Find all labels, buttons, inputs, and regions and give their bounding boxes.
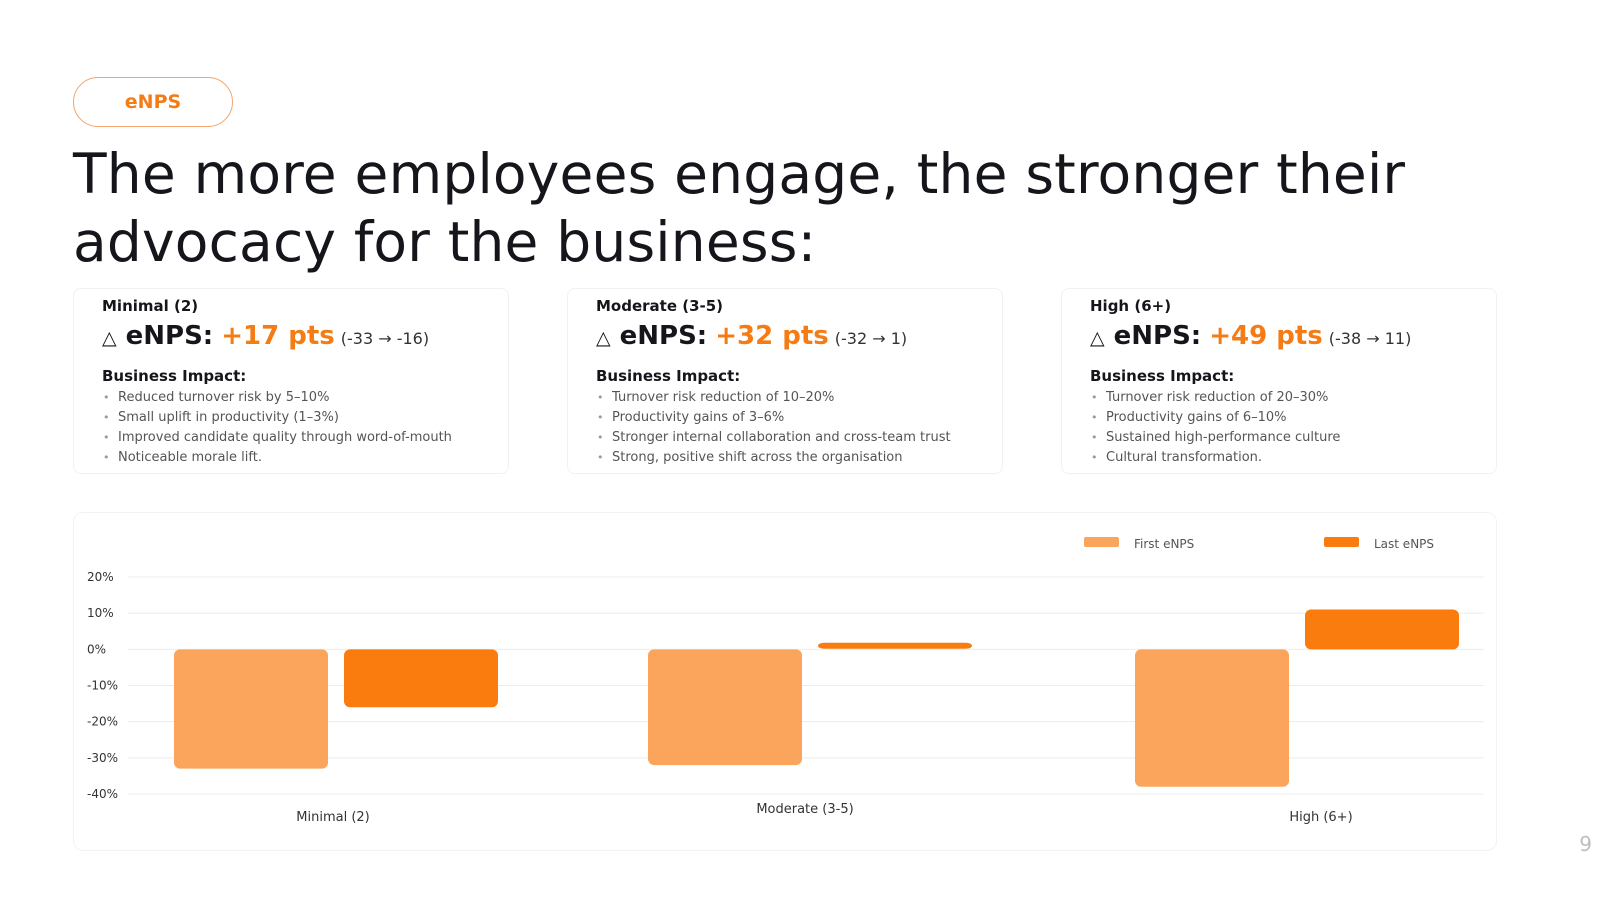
impact-list: Reduced turnover risk by 5–10% Small upl… — [102, 388, 508, 468]
enps-bar-chart: 20% 10% 0% -10% -20% -30% -40% Minimal (2) Moder… — [87, 537, 1484, 825]
legend-label: Last eNPS — [1374, 537, 1434, 551]
y-tick-label: 0% — [87, 642, 106, 656]
enps-range: (-32 → 1) — [834, 329, 908, 348]
enps-points: +49 pts — [1209, 321, 1323, 351]
card-moderate: Moderate (3-5) △ eNPS: +32 pts (-32 → 1)… — [567, 288, 1003, 474]
bar-first-enps — [648, 649, 802, 766]
section-tag: eNPS — [73, 77, 233, 127]
enps-chart-panel: 20% 10% 0% -10% -20% -30% -40% Minimal (2) Moder… — [73, 512, 1497, 851]
delta-icon: △ — [596, 327, 611, 349]
delta-icon: △ — [1090, 327, 1105, 349]
bar-last-enps — [1305, 609, 1459, 650]
bar-first-enps — [174, 649, 328, 769]
list-item: Reduced turnover risk by 5–10% — [102, 388, 508, 408]
enps-points: +17 pts — [221, 321, 335, 351]
list-item: Improved candidate quality through word-… — [102, 428, 508, 448]
y-tick-label: -20% — [87, 715, 118, 729]
list-item: Cultural transformation. — [1090, 448, 1496, 468]
list-item: Turnover risk reduction of 20–30% — [1090, 388, 1496, 408]
y-tick-label: 10% — [87, 606, 114, 620]
list-item: Strong, positive shift across the organi… — [596, 448, 1002, 468]
y-tick-label: -30% — [87, 751, 118, 765]
impact-list: Turnover risk reduction of 10–20% Produc… — [596, 388, 1002, 468]
list-item: Turnover risk reduction of 10–20% — [596, 388, 1002, 408]
x-category-label: High (6+) — [1289, 810, 1352, 825]
legend-swatch — [1324, 537, 1359, 547]
y-tick-label: 20% — [87, 570, 114, 584]
x-category-label: Minimal (2) — [296, 810, 369, 825]
y-tick-label: -10% — [87, 679, 118, 693]
impact-list: Turnover risk reduction of 20–30% Produc… — [1090, 388, 1496, 468]
page-number: 9 — [1579, 832, 1592, 856]
enps-line: △ eNPS: +32 pts (-32 → 1) — [596, 321, 1002, 351]
list-item: Noticeable morale lift. — [102, 448, 508, 468]
list-item: Sustained high-performance culture — [1090, 428, 1496, 448]
x-category-label: Moderate (3-5) — [756, 802, 853, 817]
enps-range: (-33 → -16) — [340, 329, 430, 348]
enps-label: eNPS: — [619, 321, 708, 351]
impact-title: Business Impact: — [596, 367, 741, 385]
bar-last-enps — [344, 649, 498, 708]
delta-icon: △ — [102, 327, 117, 349]
legend-label: First eNPS — [1134, 537, 1194, 551]
list-item: Small uplift in productivity (1–3%) — [102, 408, 508, 428]
card-title: High (6+) — [1090, 297, 1172, 315]
card-minimal: Minimal (2) △ eNPS: +17 pts (-33 → -16) … — [73, 288, 509, 474]
card-title: Moderate (3-5) — [596, 297, 724, 315]
legend-swatch — [1084, 537, 1119, 547]
page-title: The more employees engage, the stronger … — [73, 142, 1406, 274]
card-high: High (6+) △ eNPS: +49 pts (-38 → 11) Bus… — [1061, 288, 1497, 474]
list-item: Productivity gains of 6–10% — [1090, 408, 1496, 428]
enps-label: eNPS: — [125, 321, 214, 351]
card-title: Minimal (2) — [102, 297, 199, 315]
bar-last-enps — [818, 642, 972, 649]
y-tick-label: -40% — [87, 787, 118, 801]
enps-points: +32 pts — [715, 321, 829, 351]
list-item: Stronger internal collaboration and cros… — [596, 428, 1002, 448]
bar-first-enps — [1135, 649, 1289, 787]
impact-title: Business Impact: — [1090, 367, 1235, 385]
enps-label: eNPS: — [1113, 321, 1202, 351]
impact-title: Business Impact: — [102, 367, 247, 385]
enps-line: △ eNPS: +49 pts (-38 → 11) — [1090, 321, 1496, 351]
enps-line: △ eNPS: +17 pts (-33 → -16) — [102, 321, 508, 351]
enps-range: (-38 → 11) — [1328, 329, 1412, 348]
list-item: Productivity gains of 3–6% — [596, 408, 1002, 428]
